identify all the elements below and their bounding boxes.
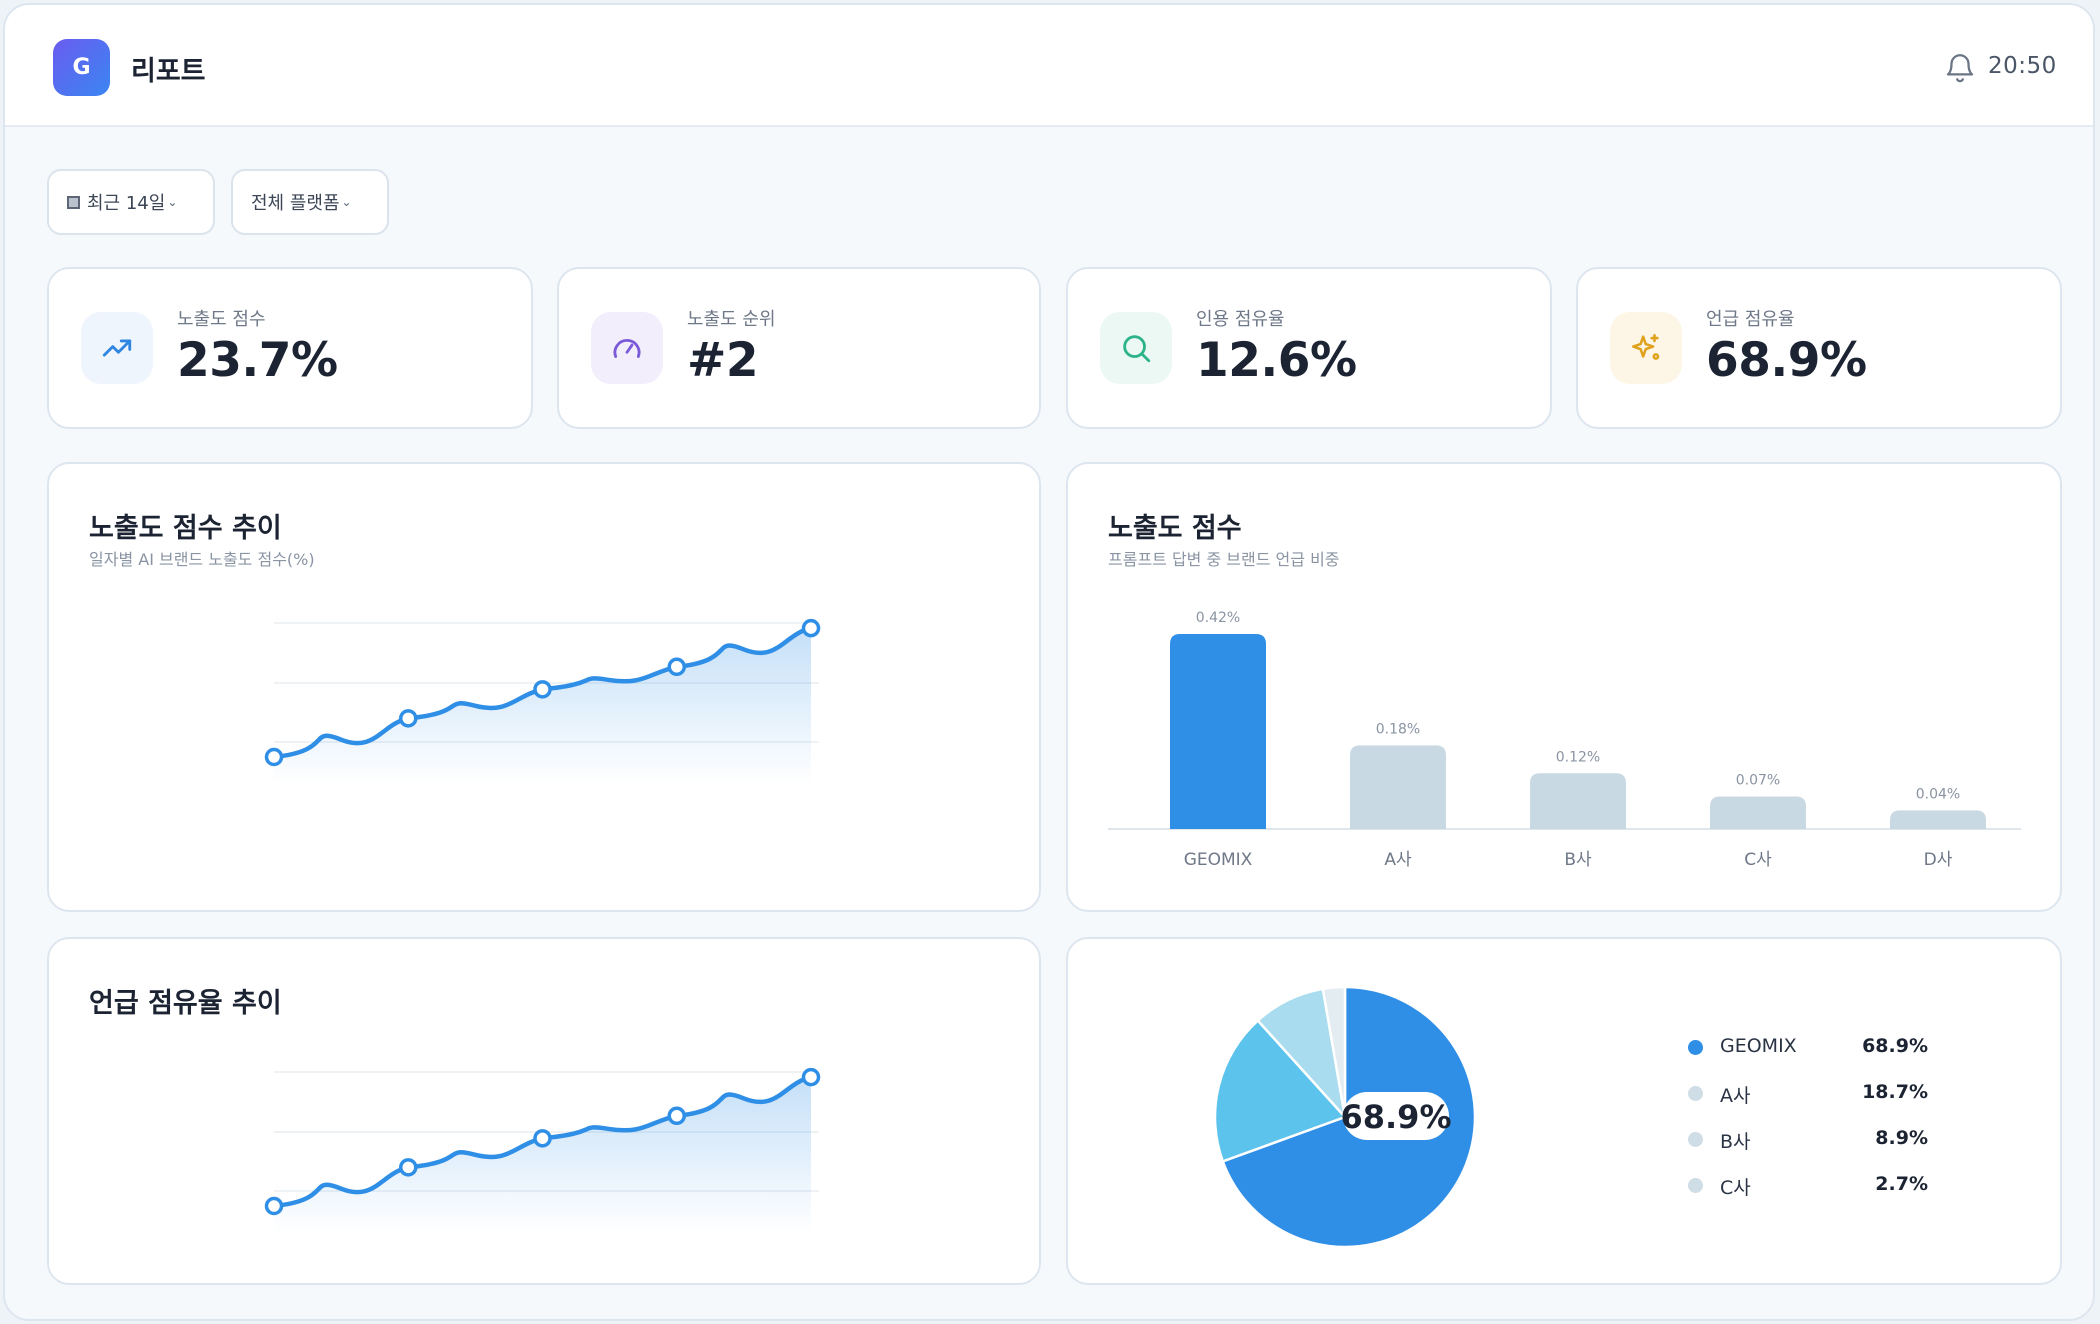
pie-slice [1321,985,1347,1118]
exposure-bar-chart: 0.42% GEOMIX 0.18% A사 0.12% B사 0.07% C사 0.04% D사 [1108,610,2021,870]
category-label: D사 [1924,850,1953,870]
legend-dot [1688,1178,1703,1193]
kpi-value: 23.7% [177,333,338,388]
clock-time: 20:50 [1988,53,2057,79]
calendar-icon [67,195,80,209]
data-point [399,1158,418,1177]
exposure-trend-card: 노출도 점수 추이 일자별 AI 브랜드 노출도 점수(%) [47,462,1041,912]
bar-value-label: 0.18% [1376,721,1420,737]
data-point [264,747,284,767]
kpi-icon-bg [591,312,663,384]
legend-item: C사 2.7% [1688,1165,1928,1211]
kpi-value: 68.9% [1706,333,1867,388]
bar-value-label: 0.04% [1916,786,1960,802]
legend-name: GEOMIX [1720,1035,1797,1057]
series-area [274,628,811,784]
legend-value: 8.9% [1875,1127,1928,1149]
category-label: C사 [1744,850,1772,870]
period-filter-label: 최근 14일 [87,193,166,214]
legend-item: GEOMIX 68.9% [1688,1027,1928,1073]
bar-value-label: 0.42% [1196,610,1240,626]
category-label: A사 [1384,850,1412,870]
kpi-label: 노출도 점수 [177,309,266,330]
bar [1710,796,1806,829]
kpi-card-citation-share: 인용 점유율 12.6% [1066,267,1552,429]
legend-dot [1688,1086,1703,1101]
bar-value-label: 0.07% [1736,773,1780,789]
legend-name: B사 [1720,1131,1751,1153]
pie-slice [1213,1018,1348,1163]
bar-value-label: 0.12% [1556,749,1600,765]
sparkle-icon [1631,333,1660,360]
period-filter[interactable]: 최근 14일 ⌄ [47,169,215,235]
exposure-bar-card: 노출도 점수 프롬프트 답변 중 브랜드 언급 비중 0.42% GEOMIX 0.… [1066,462,2062,912]
bar [1350,745,1446,829]
card-title: 언급 점유율 추이 [89,988,282,1019]
card-title: 노출도 점수 추이 [89,513,282,544]
chevron-down-icon: ⌄ [167,195,178,209]
kpi-label: 언급 점유율 [1706,309,1795,330]
kpi-icon-bg [1610,312,1682,384]
kpi-label: 인용 점유율 [1196,309,1285,330]
data-point [399,709,418,728]
exposure-trend-chart [264,618,821,784]
card-subtitle: 일자별 AI 브랜드 노출도 점수(%) [89,550,315,569]
card-title: 노출도 점수 [1108,513,1242,544]
share-pie-chart: 68.9% [1213,985,1477,1249]
kpi-card-exposure-rank: 노출도 순위 #2 [557,267,1041,429]
mention-trend-chart [264,1067,821,1233]
kpi-card-mention-share: 언급 점유율 68.9% [1576,267,2062,429]
bar [1890,810,1986,829]
legend-value: 18.7% [1862,1081,1928,1103]
series-area [274,1077,811,1233]
platform-filter-label: 전체 플랫폼 [251,193,340,214]
page-title: 리포트 [131,56,206,87]
platform-filter[interactable]: 전체 플랫폼 ⌄ [231,169,389,235]
pie-center-badge [1343,1092,1449,1140]
kpi-icon-bg [81,312,153,384]
data-point [533,680,552,699]
gauge-icon [613,338,641,358]
mention-trend-card: 언급 점유율 추이 [47,937,1041,1285]
data-point [667,657,686,677]
app-logo[interactable]: G [53,39,110,96]
search-icon [1123,335,1151,363]
chevron-down-icon: ⌄ [341,195,352,209]
legend-value: 68.9% [1862,1035,1928,1057]
category-label: B사 [1564,850,1592,870]
bar [1530,773,1626,829]
share-pie-card: 68.9% GEOMIX 68.9% A사 18.7% B사 8.9% C사 2.7% [1066,937,2062,1285]
kpi-value: 12.6% [1196,333,1357,388]
pie-center-label: 68.9% [1340,1098,1451,1136]
data-point [264,1196,284,1216]
app-window: G 리포트 20:50 최근 14일 ⌄ 전체 플랫폼 ⌄ 노출도 점수 23.… [3,3,2095,1321]
legend-dot [1688,1040,1703,1055]
legend-value: 2.7% [1875,1173,1928,1195]
legend-item: B사 8.9% [1688,1119,1928,1165]
card-subtitle: 프롬프트 답변 중 브랜드 언급 비중 [1108,550,1340,569]
bell-icon[interactable] [1943,51,1977,85]
data-point [533,1129,552,1148]
header: G 리포트 20:50 [5,5,2093,127]
legend-item: A사 18.7% [1688,1073,1928,1119]
trending-up-icon [102,339,132,357]
bar [1170,634,1266,829]
category-label: GEOMIX [1184,850,1253,870]
data-point [801,618,821,638]
kpi-card-exposure-score: 노출도 점수 23.7% [47,267,533,429]
kpi-icon-bg [1100,312,1172,384]
legend-name: A사 [1720,1085,1751,1107]
data-point [667,1106,686,1126]
kpi-value: #2 [687,333,759,388]
data-point [801,1067,821,1087]
legend-dot [1688,1132,1703,1147]
legend-name: C사 [1720,1177,1751,1199]
pie-legend: GEOMIX 68.9% A사 18.7% B사 8.9% C사 2.7% [1688,1027,1928,1211]
kpi-label: 노출도 순위 [687,309,776,330]
